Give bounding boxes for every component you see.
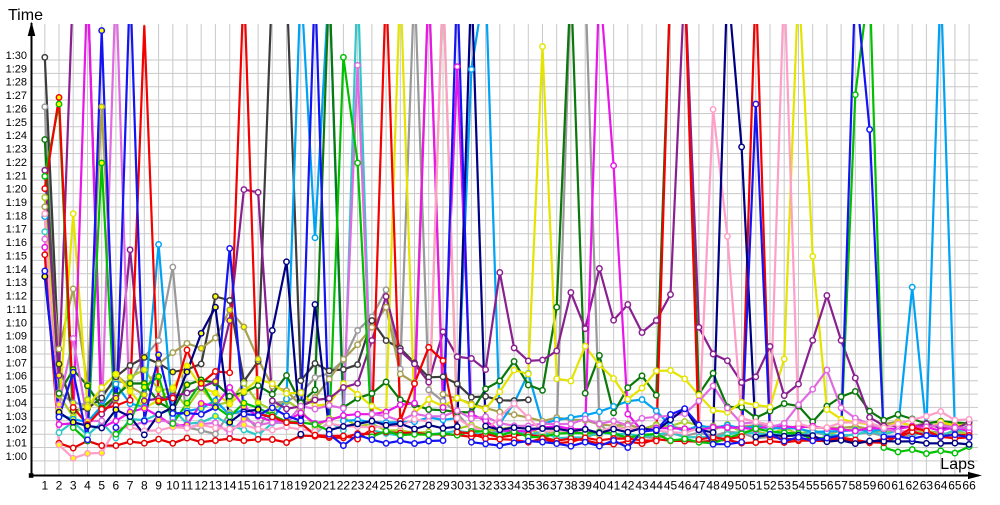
svg-text:1:12: 1:12: [6, 291, 27, 303]
svg-text:1:27: 1:27: [6, 90, 27, 102]
svg-text:1:28: 1:28: [6, 77, 27, 89]
svg-text:1:04: 1:04: [6, 397, 27, 409]
svg-text:1:10: 1:10: [6, 317, 27, 329]
svg-text:66: 66: [962, 479, 976, 493]
svg-text:48: 48: [706, 479, 720, 493]
svg-text:1:23: 1:23: [6, 144, 27, 156]
svg-text:12: 12: [195, 479, 209, 493]
svg-text:41: 41: [607, 479, 621, 493]
svg-text:16: 16: [251, 479, 265, 493]
svg-text:11: 11: [181, 479, 194, 493]
svg-text:51: 51: [749, 479, 763, 493]
svg-text:63: 63: [920, 479, 934, 493]
svg-text:10: 10: [166, 479, 180, 493]
svg-text:1:09: 1:09: [6, 331, 27, 343]
svg-text:29: 29: [436, 479, 450, 493]
svg-text:30: 30: [451, 479, 465, 493]
svg-text:1:03: 1:03: [6, 411, 27, 423]
svg-text:1:07: 1:07: [6, 357, 27, 369]
svg-text:54: 54: [792, 479, 806, 493]
svg-text:1:00: 1:00: [6, 451, 27, 463]
svg-text:1:13: 1:13: [6, 277, 27, 289]
svg-text:9: 9: [155, 479, 162, 493]
svg-text:45: 45: [664, 479, 678, 493]
svg-text:42: 42: [621, 479, 635, 493]
svg-text:39: 39: [579, 479, 593, 493]
svg-text:18: 18: [280, 479, 294, 493]
svg-text:23: 23: [351, 479, 365, 493]
svg-text:2: 2: [56, 479, 63, 493]
svg-text:1:17: 1:17: [6, 224, 27, 236]
svg-text:36: 36: [536, 479, 550, 493]
svg-text:Time: Time: [8, 7, 43, 24]
svg-text:26: 26: [394, 479, 408, 493]
svg-text:14: 14: [223, 479, 237, 493]
svg-text:1:08: 1:08: [6, 344, 27, 356]
svg-text:1:14: 1:14: [6, 264, 27, 276]
svg-text:32: 32: [479, 479, 493, 493]
svg-text:47: 47: [692, 479, 706, 493]
svg-text:1:02: 1:02: [6, 424, 27, 436]
svg-text:5: 5: [98, 479, 105, 493]
svg-text:49: 49: [721, 479, 735, 493]
svg-text:44: 44: [650, 479, 664, 493]
svg-text:60: 60: [877, 479, 891, 493]
svg-text:57: 57: [834, 479, 848, 493]
svg-text:Laps: Laps: [940, 456, 975, 473]
svg-text:1:21: 1:21: [6, 170, 27, 182]
svg-text:1:06: 1:06: [6, 371, 27, 383]
svg-text:1:20: 1:20: [6, 184, 27, 196]
svg-text:34: 34: [507, 479, 521, 493]
svg-text:1: 1: [41, 479, 48, 493]
svg-text:50: 50: [735, 479, 749, 493]
svg-text:35: 35: [522, 479, 536, 493]
svg-text:64: 64: [934, 479, 948, 493]
svg-text:55: 55: [806, 479, 820, 493]
svg-text:1:01: 1:01: [6, 438, 27, 450]
svg-text:1:16: 1:16: [6, 237, 27, 249]
svg-text:27: 27: [408, 479, 422, 493]
svg-text:24: 24: [365, 479, 379, 493]
svg-text:37: 37: [550, 479, 564, 493]
svg-text:1:24: 1:24: [6, 130, 27, 142]
svg-text:62: 62: [906, 479, 920, 493]
svg-text:13: 13: [209, 479, 223, 493]
svg-text:28: 28: [422, 479, 436, 493]
svg-text:1:29: 1:29: [6, 63, 27, 75]
svg-text:1:19: 1:19: [6, 197, 27, 209]
svg-text:22: 22: [337, 479, 351, 493]
svg-text:43: 43: [635, 479, 649, 493]
svg-text:1:18: 1:18: [6, 210, 27, 222]
svg-text:3: 3: [70, 479, 77, 493]
svg-text:21: 21: [323, 479, 337, 493]
svg-text:58: 58: [849, 479, 863, 493]
svg-text:52: 52: [763, 479, 777, 493]
svg-text:4: 4: [84, 479, 91, 493]
svg-text:1:05: 1:05: [6, 384, 27, 396]
svg-text:59: 59: [863, 479, 877, 493]
svg-text:1:15: 1:15: [6, 250, 27, 262]
svg-text:1:11: 1:11: [6, 304, 27, 316]
svg-text:31: 31: [465, 479, 479, 493]
svg-text:56: 56: [820, 479, 834, 493]
svg-text:8: 8: [141, 479, 148, 493]
svg-text:38: 38: [564, 479, 578, 493]
svg-text:46: 46: [678, 479, 692, 493]
svg-text:1:25: 1:25: [6, 117, 27, 129]
svg-text:6: 6: [113, 479, 120, 493]
svg-text:1:26: 1:26: [6, 104, 27, 116]
svg-text:20: 20: [308, 479, 322, 493]
svg-text:7: 7: [127, 479, 134, 493]
svg-text:15: 15: [237, 479, 251, 493]
svg-text:61: 61: [891, 479, 905, 493]
svg-text:65: 65: [948, 479, 962, 493]
svg-text:40: 40: [593, 479, 607, 493]
svg-text:1:22: 1:22: [6, 157, 27, 169]
svg-text:25: 25: [379, 479, 393, 493]
svg-text:33: 33: [493, 479, 507, 493]
svg-text:19: 19: [294, 479, 308, 493]
svg-text:1:30: 1:30: [6, 50, 27, 62]
svg-text:17: 17: [266, 479, 280, 493]
svg-text:53: 53: [778, 479, 792, 493]
